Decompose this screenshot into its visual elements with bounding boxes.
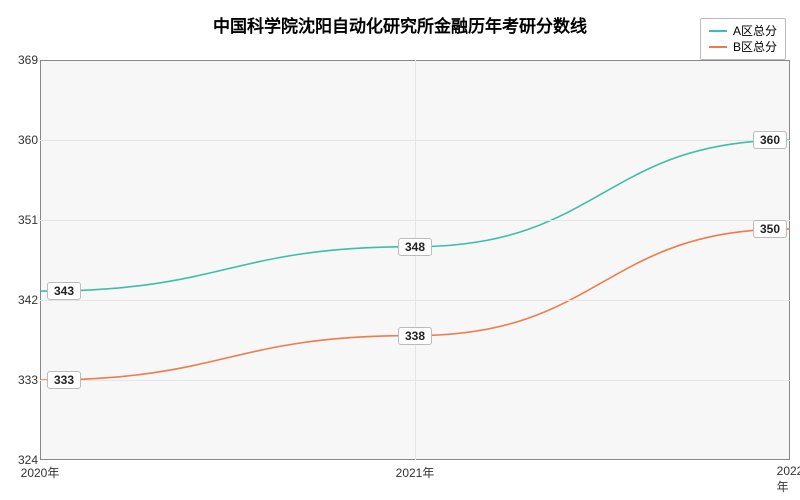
data-label: 360 (753, 131, 787, 149)
data-label: 338 (398, 327, 432, 345)
y-tick-label: 333 (18, 373, 38, 387)
chart-container: 中国科学院沈阳自动化研究所金融历年考研分数线 A区总分 B区总分 3243333… (0, 0, 800, 500)
legend-swatch-a (709, 30, 727, 32)
chart-title: 中国科学院沈阳自动化研究所金融历年考研分数线 (213, 12, 587, 37)
legend-swatch-b (709, 46, 727, 48)
data-label: 348 (398, 238, 432, 256)
legend-label: A区总分 (733, 23, 777, 39)
x-tick-label: 2022年 (777, 464, 800, 495)
x-tick-label: 2021年 (396, 464, 435, 481)
x-tick-label: 2020年 (21, 464, 60, 481)
legend-item: A区总分 (709, 23, 777, 39)
data-label: 333 (47, 371, 81, 389)
legend-item: B区总分 (709, 39, 777, 55)
data-label: 350 (753, 220, 787, 238)
gridline-v (415, 60, 416, 460)
y-tick-label: 351 (18, 213, 38, 227)
y-tick-label: 360 (18, 133, 38, 147)
legend: A区总分 B区总分 (700, 18, 786, 60)
y-tick-label: 342 (18, 293, 38, 307)
y-tick-label: 369 (18, 53, 38, 67)
data-label: 343 (47, 282, 81, 300)
legend-label: B区总分 (733, 39, 777, 55)
